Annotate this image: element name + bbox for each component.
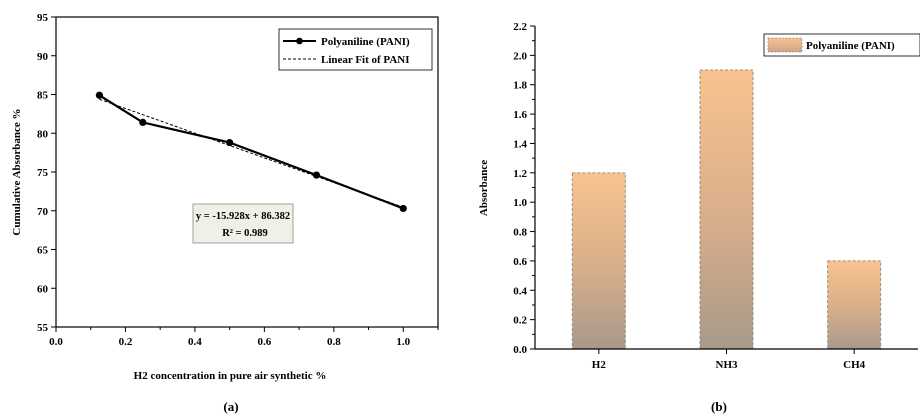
y-tick-label: 0.8 (513, 227, 527, 239)
panel-caption: (b) (711, 399, 727, 414)
series-line (98, 94, 404, 210)
annotation-r-squared: R² = 0.989 (222, 228, 268, 239)
y-axis-label: Cumulative Absorbance % (11, 108, 23, 235)
y-tick-label: 75 (37, 167, 49, 179)
y-tick-label: 1.6 (513, 109, 527, 121)
x-tick-label: 1.0 (396, 336, 410, 348)
chart-b: Absorbance 0.0 0.2 0.4 0.6 0.8 1.0 1.2 1.4 1.6 1.… (478, 21, 920, 414)
annotation: y = -15.928x + 86.382 R² = 0.989 (192, 203, 294, 244)
x-tick-label: 0.2 (119, 336, 133, 348)
y-tick-label: 85 (37, 90, 49, 102)
y-tick-label: 70 (37, 206, 49, 218)
y-tick-label: 1.0 (513, 197, 527, 209)
legend-swatch (767, 37, 803, 53)
data-point (399, 204, 407, 213)
fit-line (99, 98, 404, 208)
data-point (312, 171, 321, 179)
y-tick-label: 1.2 (513, 168, 527, 180)
y-tick-label: 95 (37, 12, 49, 24)
annotation-box (192, 203, 294, 244)
y-tick-label: 0.0 (513, 344, 527, 356)
y-tick-label: 60 (37, 283, 49, 295)
bar (571, 172, 626, 350)
panel-caption: (a) (223, 399, 238, 414)
x-tick-label: 0.8 (327, 336, 341, 348)
y-tick-label: 80 (37, 128, 49, 140)
legend-label: Linear Fit of PANI (321, 54, 410, 66)
legend-label: Polyaniline (PANI) (321, 36, 410, 48)
data-point (95, 91, 104, 99)
data-point (226, 138, 234, 147)
legend-box (278, 28, 433, 71)
series-layer (95, 91, 407, 213)
chart-a: Cumulative Absorbance % H2 concentration… (11, 12, 439, 414)
x-axis-label: H2 concentration in pure air synthetic % (134, 370, 327, 382)
x-tick-label: CH4 (843, 359, 866, 371)
y-tick-label: 1.8 (513, 80, 527, 92)
axis-ticks: 55 60 65 70 75 80 85 90 95 0.0 0.2 0.4 0.6 0.8 1.0 (37, 12, 439, 348)
axis-ticks: 0.0 0.2 0.4 0.6 0.8 1.0 1.2 1.4 1.6 1.8 2.0 2.2 H2 NH… (513, 21, 865, 371)
legend-box (763, 33, 920, 57)
bar (827, 260, 882, 350)
legend-marker (296, 37, 303, 45)
x-tick-label: 0.4 (188, 336, 202, 348)
data-point (139, 118, 147, 126)
x-tick-label: 0.6 (257, 336, 271, 348)
y-axis-label: Absorbance (478, 160, 490, 216)
y-tick-label: 2.2 (513, 21, 527, 33)
x-tick-label: H2 (592, 359, 607, 371)
legend: Polyaniline (PANI) Linear Fit of PANI (278, 28, 433, 71)
y-tick-label: 0.2 (513, 315, 527, 327)
y-tick-label: 65 (37, 245, 49, 257)
bars-layer (571, 69, 882, 350)
plot-frame (55, 16, 439, 328)
x-tick-label: 0.0 (49, 336, 63, 348)
y-tick-label: 0.6 (513, 256, 527, 268)
y-tick-label: 55 (37, 322, 49, 334)
y-tick-label: 0.4 (513, 285, 527, 297)
y-tick-label: 2.0 (513, 50, 527, 62)
x-tick-label: NH3 (716, 359, 739, 371)
legend: Polyaniline (PANI) (763, 33, 920, 57)
legend-label: Polyaniline (PANI) (806, 40, 895, 52)
y-tick-label: 1.4 (513, 138, 527, 150)
bar (699, 69, 754, 350)
y-tick-label: 90 (37, 51, 49, 63)
annotation-equation: y = -15.928x + 86.382 (196, 211, 290, 222)
